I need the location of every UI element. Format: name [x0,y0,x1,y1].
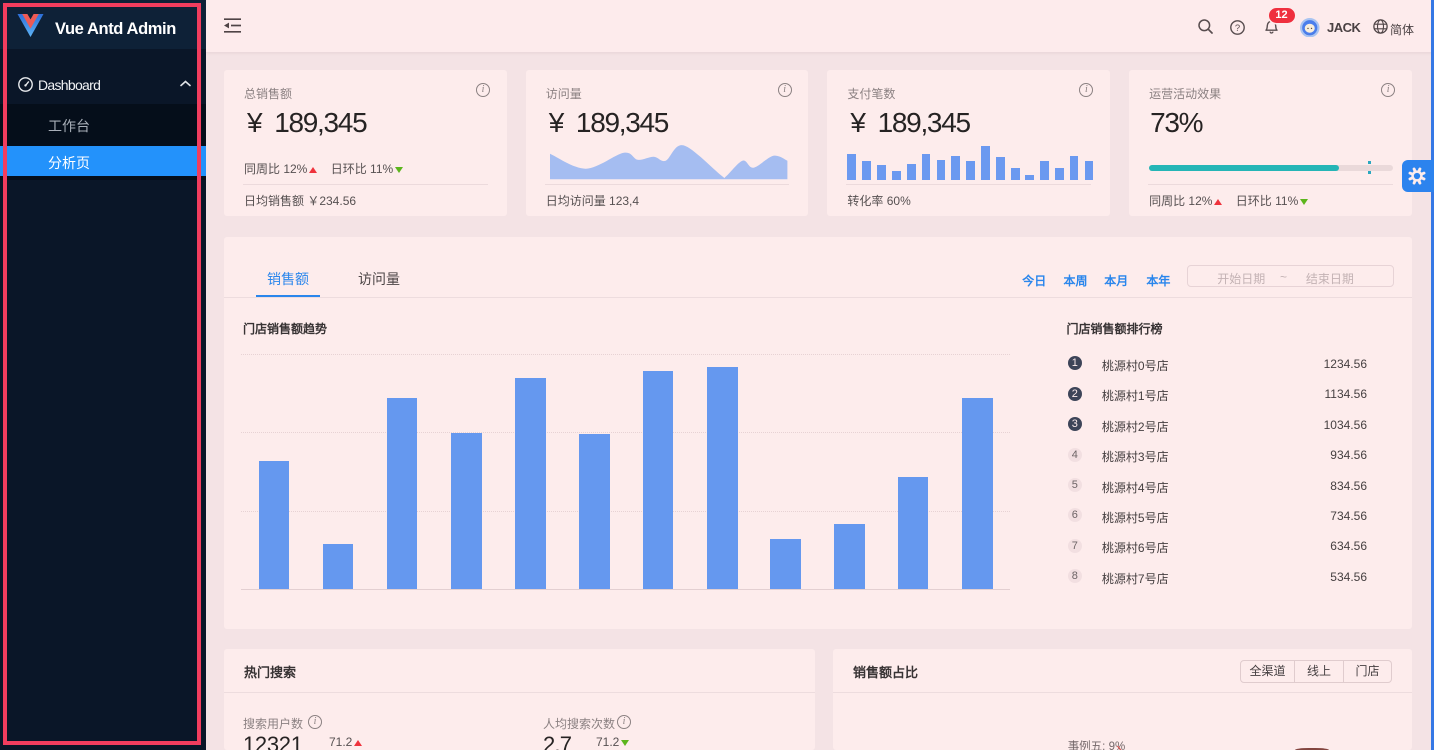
svg-text:?: ? [1235,23,1240,34]
